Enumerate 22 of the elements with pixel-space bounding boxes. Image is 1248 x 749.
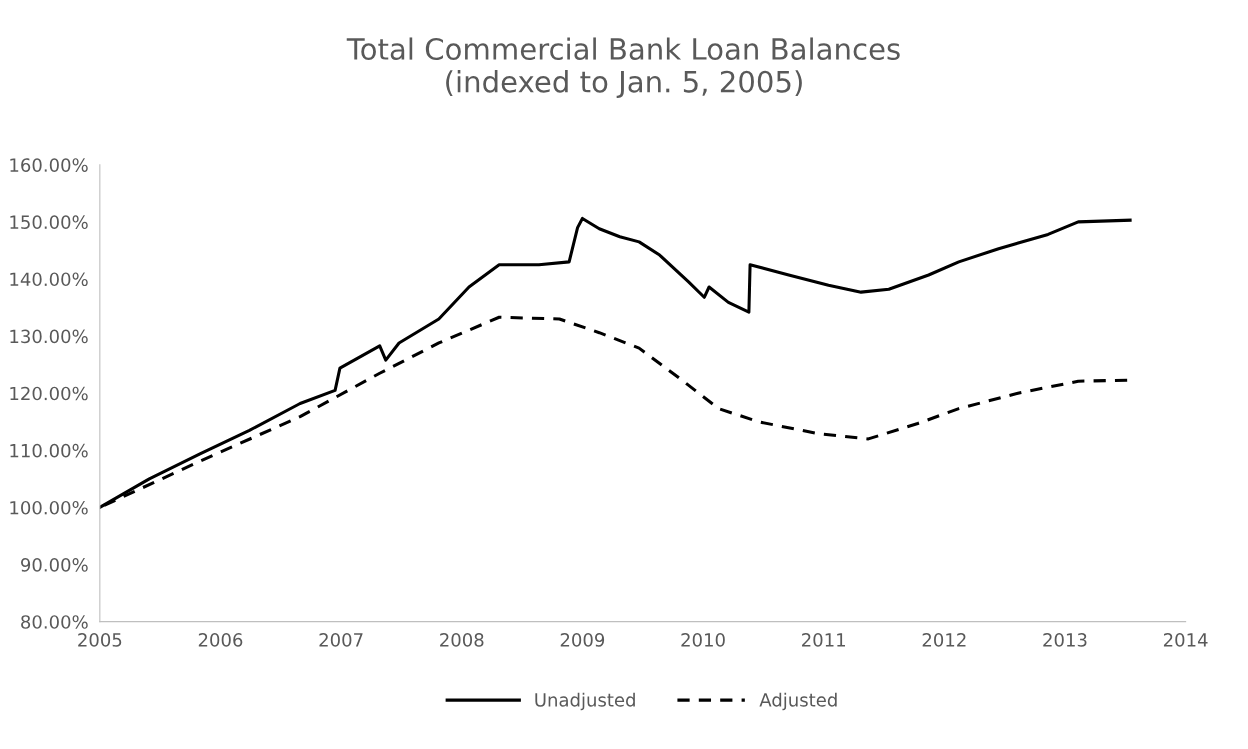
y-tick-label: 120.00%: [10, 386, 88, 401]
x-tick-label: 2009: [560, 633, 605, 647]
x-tick-label: 2014: [1163, 633, 1208, 647]
y-tick-label: 80.00%: [21, 615, 88, 629]
x-tick-label: 2010: [681, 633, 725, 647]
x-tick-label: 2012: [922, 633, 966, 647]
y-tick-label: 90.00%: [21, 558, 88, 572]
y-tick-label: 100.00%: [10, 500, 88, 515]
x-tick-label: 2007: [319, 633, 363, 647]
chart-title: Total Commercial Bank Loan Balances (indexed to Jan. 5, 2005): [346, 37, 900, 99]
x-tick-label: 2008: [440, 633, 484, 647]
x-tick-label: 2006: [198, 633, 243, 647]
y-tick-label: 130.00%: [10, 329, 88, 344]
x-tick-label: 2011: [802, 633, 845, 647]
legend-label: Unadjusted: [535, 692, 635, 711]
y-tick-label: 160.00%: [10, 158, 88, 172]
y-tick-label: 150.00%: [10, 215, 88, 230]
legend-label: Adjusted: [759, 692, 837, 711]
x-tick-label: 2005: [78, 633, 122, 647]
x-tick-label: 2013: [1043, 633, 1087, 647]
y-tick-label: 110.00%: [10, 443, 88, 458]
y-tick-label: 140.00%: [10, 272, 88, 287]
